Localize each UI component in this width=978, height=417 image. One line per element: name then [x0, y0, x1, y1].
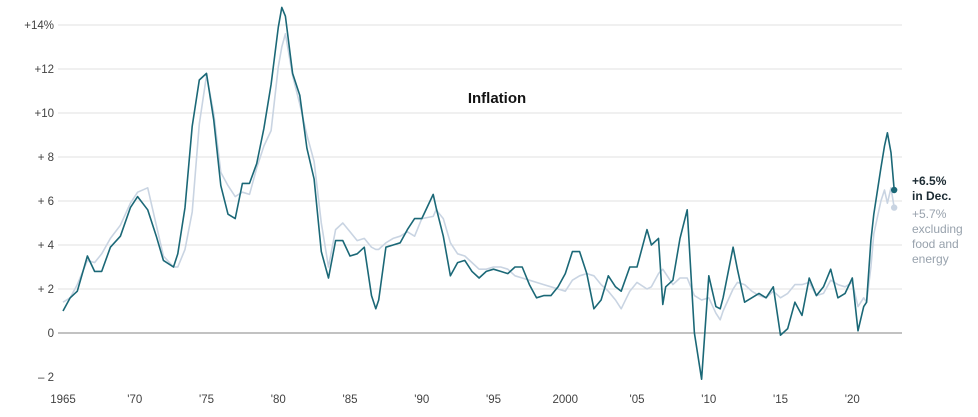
x-tick-label: '10	[701, 394, 716, 406]
x-tick-label: '20	[845, 394, 860, 406]
annotation-core: +5.7% excluding food and energy	[912, 207, 963, 266]
y-tick-label: + 2	[38, 284, 54, 296]
x-tick-label: '05	[630, 394, 645, 406]
y-tick-label: + 4	[38, 240, 55, 252]
x-tick-label: '85	[343, 394, 358, 406]
series-end-dot-core	[890, 204, 898, 211]
x-tick-label: '70	[127, 394, 142, 406]
y-tick-label: 0	[48, 328, 54, 340]
x-tick-label: '90	[414, 394, 429, 406]
x-tick-label: '75	[199, 394, 214, 406]
chart-title: Inflation	[467, 90, 527, 107]
x-tick-label: '80	[271, 394, 286, 406]
y-tick-label: +12	[34, 64, 54, 76]
annotation-headline-period: in Dec.	[912, 189, 952, 203]
annotation-headline-value: +6.5%	[912, 174, 947, 188]
series-line-core	[62, 33, 895, 321]
x-tick-label: 1965	[50, 394, 76, 406]
series-line-headline	[62, 6, 895, 380]
y-tick-label: – 2	[38, 372, 54, 384]
x-tick-label: '95	[486, 394, 501, 406]
y-tick-label: +14%	[24, 20, 54, 32]
y-tick-label: + 6	[38, 196, 54, 208]
y-tick-label: +10	[34, 108, 54, 120]
y-tick-label: + 8	[38, 152, 54, 164]
x-tick-label: '15	[773, 394, 788, 406]
x-tick-label: 2000	[552, 394, 578, 406]
annotation-headline: +6.5% in Dec.	[912, 174, 974, 204]
series-end-dot-headline	[890, 186, 898, 194]
